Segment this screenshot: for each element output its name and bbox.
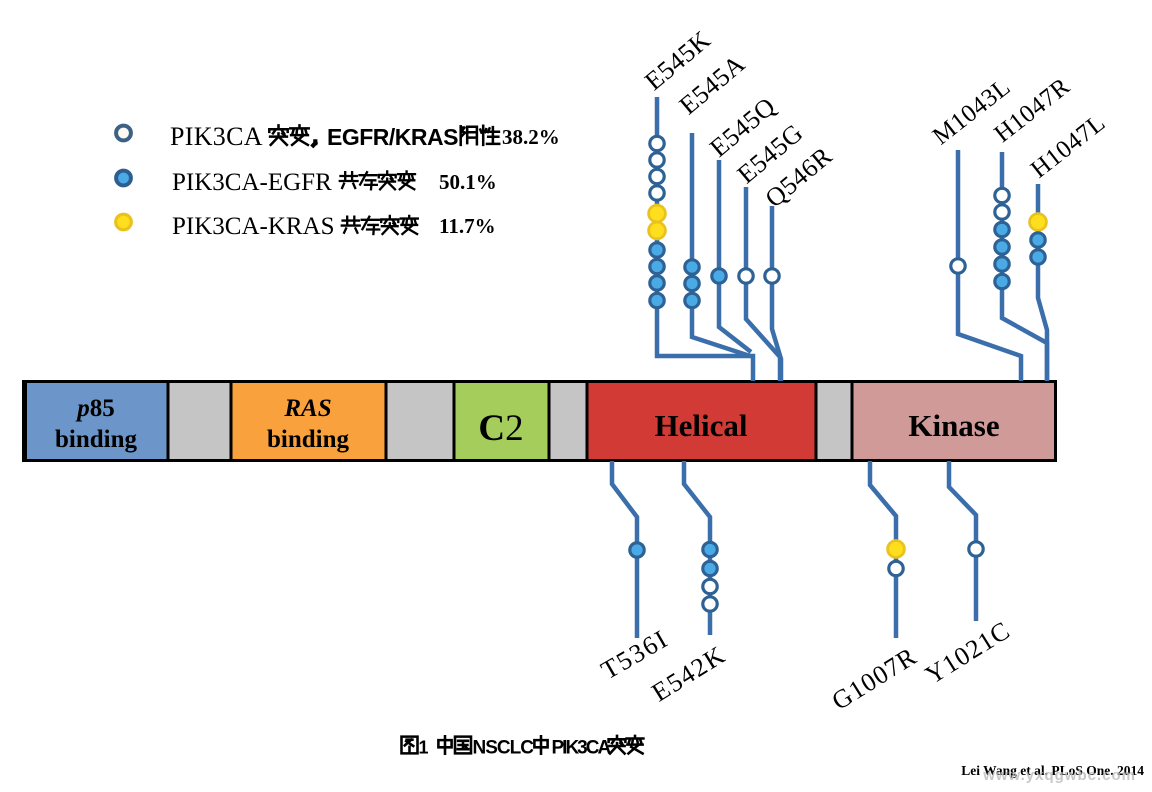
svg-text:PIK3CA-KRAS: PIK3CA-KRAS: [172, 213, 335, 240]
svg-text:www.yxqgwbc.com: www.yxqgwbc.com: [982, 767, 1136, 784]
svg-text:binding: binding: [55, 426, 138, 453]
svg-text:Lei Wang et al. PLoS One. 2014: Lei Wang et al. PLoS One. 2014: [961, 763, 1144, 778]
svg-text:50.1%: 50.1%: [439, 170, 497, 194]
svg-text:p85: p85: [75, 395, 115, 422]
svg-text:binding: binding: [267, 426, 350, 453]
svg-text:PIK3CA-EGFR: PIK3CA-EGFR: [172, 169, 332, 196]
svg-text:11.7%: 11.7%: [439, 214, 496, 238]
svg-text:38.2%: 38.2%: [502, 125, 560, 149]
svg-text:Kinase: Kinase: [908, 408, 999, 443]
svg-text:EGFR/KRAS: EGFR/KRAS: [327, 124, 458, 150]
svg-text:C2: C2: [478, 408, 523, 449]
svg-text:NSCLC: NSCLC: [473, 738, 535, 759]
svg-text:PIK3CA: PIK3CA: [170, 122, 263, 151]
svg-text:Helical: Helical: [655, 408, 748, 443]
svg-text:1: 1: [419, 738, 429, 758]
svg-text:PIK3CA: PIK3CA: [552, 738, 612, 759]
svg-text:RAS: RAS: [283, 395, 331, 422]
